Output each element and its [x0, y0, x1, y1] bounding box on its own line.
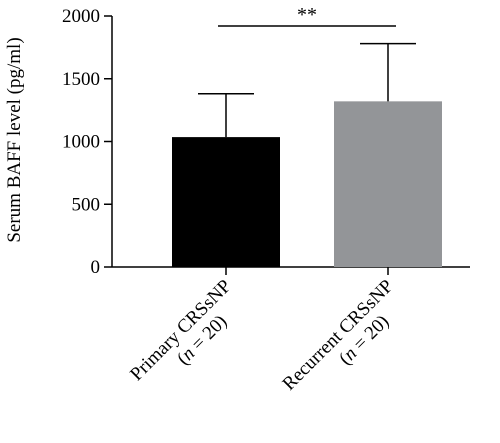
bar: [172, 137, 280, 267]
y-tick-label: 1000: [62, 132, 100, 153]
y-tick-label: 2000: [62, 6, 100, 27]
y-tick-label: 0: [91, 257, 101, 278]
significance-label: **: [297, 4, 317, 26]
significance-annotation: **: [218, 4, 396, 27]
x-tick-label: Recurrent CRSsNP(n = 20): [279, 276, 398, 395]
x-tick-label: Primary CRSsNP(n = 20): [126, 276, 235, 385]
x-axis: Primary CRSsNP(n = 20) Recurrent CRSsNP(n…: [112, 266, 470, 395]
bar: [334, 101, 442, 267]
y-tick-label: 1500: [62, 69, 100, 90]
y-tick-label: 500: [72, 194, 101, 215]
bars: [172, 42, 442, 267]
y-axis: 0 500 1000 1500 2000: [62, 6, 113, 278]
y-axis-title: Serum BAFF level (pg/ml): [4, 37, 25, 242]
